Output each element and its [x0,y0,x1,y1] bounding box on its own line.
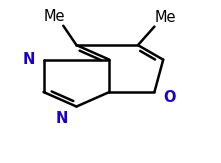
Text: O: O [164,90,176,105]
Text: N: N [23,52,35,67]
Text: N: N [56,111,68,126]
Text: Me: Me [155,10,176,25]
Text: Me: Me [44,9,65,24]
